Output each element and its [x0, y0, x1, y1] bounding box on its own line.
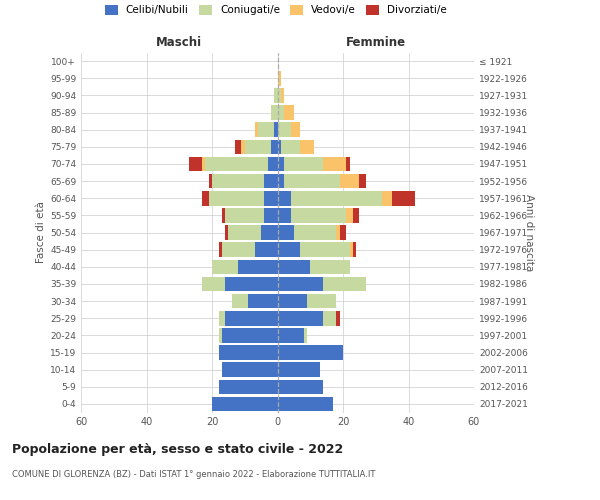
Bar [274, 88, 277, 102]
Text: Maschi: Maschi [156, 36, 202, 49]
Bar [277, 88, 281, 102]
Bar [218, 311, 225, 326]
Bar [245, 140, 271, 154]
Bar [218, 242, 222, 257]
Bar [277, 242, 301, 257]
Bar [346, 208, 353, 222]
Bar [277, 225, 294, 240]
Bar [340, 225, 346, 240]
Text: COMUNE DI GLORENZA (BZ) - Dati ISTAT 1° gennaio 2022 - Elaborazione TUTTITALIA.I: COMUNE DI GLORENZA (BZ) - Dati ISTAT 1° … [12, 470, 376, 479]
Bar [323, 156, 346, 171]
Bar [232, 294, 248, 308]
Bar [218, 380, 277, 394]
Bar [277, 345, 343, 360]
Bar [277, 294, 307, 308]
Bar [281, 88, 284, 102]
Bar [294, 225, 337, 240]
Bar [284, 156, 323, 171]
Bar [222, 208, 225, 222]
Bar [248, 294, 277, 308]
Bar [271, 140, 277, 154]
Bar [284, 105, 294, 120]
Y-axis label: Anni di nascita: Anni di nascita [524, 194, 533, 271]
Bar [209, 174, 212, 188]
Bar [218, 345, 277, 360]
Bar [382, 191, 392, 206]
Bar [281, 140, 301, 154]
Bar [323, 311, 337, 326]
Bar [225, 208, 265, 222]
Bar [225, 276, 277, 291]
Bar [209, 191, 265, 206]
Bar [225, 225, 229, 240]
Bar [277, 140, 281, 154]
Bar [337, 311, 340, 326]
Bar [212, 174, 265, 188]
Bar [265, 208, 277, 222]
Bar [290, 191, 382, 206]
Bar [261, 225, 277, 240]
Bar [392, 191, 415, 206]
Bar [337, 225, 340, 240]
Bar [323, 276, 366, 291]
Bar [301, 140, 314, 154]
Text: Popolazione per età, sesso e stato civile - 2022: Popolazione per età, sesso e stato civil… [12, 442, 343, 456]
Bar [277, 156, 284, 171]
Bar [277, 311, 323, 326]
Bar [235, 140, 241, 154]
Bar [340, 174, 359, 188]
Bar [222, 362, 277, 377]
Bar [229, 225, 261, 240]
Bar [284, 174, 340, 188]
Bar [353, 242, 356, 257]
Bar [277, 105, 284, 120]
Bar [277, 174, 284, 188]
Bar [222, 328, 277, 342]
Bar [277, 260, 310, 274]
Bar [290, 208, 346, 222]
Bar [350, 242, 353, 257]
Text: Femmine: Femmine [346, 36, 406, 49]
Bar [225, 311, 277, 326]
Bar [277, 71, 281, 86]
Bar [222, 242, 254, 257]
Bar [218, 328, 222, 342]
Bar [268, 156, 277, 171]
Bar [202, 276, 225, 291]
Bar [277, 208, 290, 222]
Bar [277, 122, 290, 137]
Bar [307, 294, 337, 308]
Bar [254, 122, 258, 137]
Bar [290, 122, 301, 137]
Legend: Celibi/Nubili, Coniugati/e, Vedovi/e, Divorziati/e: Celibi/Nubili, Coniugati/e, Vedovi/e, Di… [105, 5, 447, 15]
Bar [277, 276, 323, 291]
Bar [254, 242, 277, 257]
Bar [238, 260, 277, 274]
Bar [189, 156, 202, 171]
Bar [265, 191, 277, 206]
Bar [271, 105, 277, 120]
Bar [310, 260, 350, 274]
Bar [202, 156, 205, 171]
Y-axis label: Fasce di età: Fasce di età [36, 202, 46, 264]
Bar [212, 396, 277, 411]
Bar [301, 242, 350, 257]
Bar [277, 191, 290, 206]
Bar [304, 328, 307, 342]
Bar [258, 122, 274, 137]
Bar [277, 396, 333, 411]
Bar [241, 140, 245, 154]
Bar [274, 122, 277, 137]
Bar [346, 156, 350, 171]
Bar [359, 174, 366, 188]
Bar [205, 156, 268, 171]
Bar [277, 362, 320, 377]
Bar [277, 380, 323, 394]
Bar [265, 174, 277, 188]
Bar [212, 260, 238, 274]
Bar [353, 208, 359, 222]
Bar [202, 191, 209, 206]
Bar [277, 328, 304, 342]
